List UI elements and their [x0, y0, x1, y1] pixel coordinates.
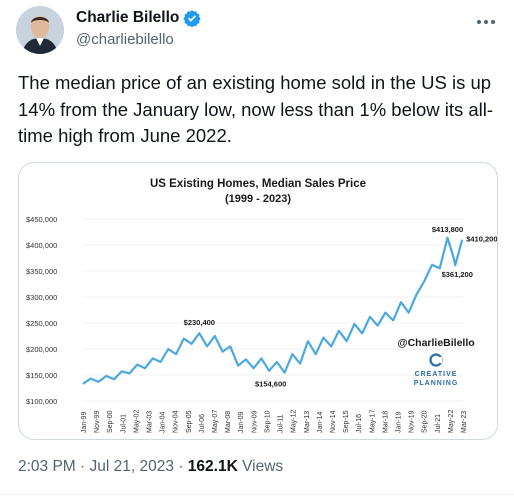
x-tick-label: May-07 — [212, 410, 219, 433]
annotation-label: $230,400 — [184, 318, 215, 327]
x-tick-label: Jul-11 — [278, 414, 285, 433]
x-tick-label: Mar-18 — [382, 411, 389, 433]
views-label: Views — [242, 458, 284, 475]
annotation-label: $413,800 — [432, 225, 463, 234]
x-tick-label: Mar-03 — [147, 411, 154, 433]
x-tick-label: Jul-06 — [199, 414, 206, 433]
x-tick-label: Jan-04 — [160, 411, 167, 433]
x-tick-label: Sep-10 — [264, 410, 271, 433]
creative-planning-logo-icon — [429, 353, 443, 367]
x-tick-label: Jul-01 — [120, 414, 127, 433]
tweet-text: The median price of an existing home sol… — [18, 72, 494, 146]
x-tick-label: Jan-99 — [81, 411, 88, 433]
y-tick-label: $150,000 — [26, 371, 57, 380]
x-tick-label: Nov-04 — [173, 410, 180, 433]
y-tick-label: $100,000 — [26, 397, 57, 406]
x-tick-label: May-17 — [369, 410, 376, 433]
chart-svg: US Existing Homes, Median Sales Price (1… — [26, 178, 497, 433]
author-display-name[interactable]: Charlie Bilello — [76, 9, 180, 26]
annotation-label: $154,600 — [255, 380, 286, 389]
x-tick-label: Jan-14 — [317, 411, 324, 433]
x-tick-label: May-12 — [291, 410, 298, 433]
x-tick-label: Nov-09 — [251, 410, 258, 433]
tweet-time[interactable]: 2:03 PM — [18, 458, 76, 475]
x-tick-label: Jul-16 — [356, 414, 363, 433]
annotation-label: $410,200 — [466, 235, 497, 244]
y-tick-label: $450,000 — [26, 215, 57, 224]
x-tick-label: Nov-99 — [94, 410, 101, 433]
y-tick-label: $400,000 — [26, 241, 57, 250]
meta-separator: · — [178, 458, 184, 475]
x-tick-label: Sep-05 — [186, 410, 193, 433]
watermark-brand-line2: PLANNING — [414, 380, 459, 387]
x-tick-label: Jan-19 — [395, 411, 402, 433]
x-tick-label: Jan-09 — [238, 411, 245, 433]
y-tick-label: $300,000 — [26, 293, 57, 302]
tweet-date[interactable]: Jul 21, 2023 — [89, 458, 174, 475]
x-tick-label: Mar-13 — [304, 411, 311, 433]
avatar[interactable] — [16, 6, 64, 54]
x-tick-label: May-02 — [133, 410, 140, 433]
divider — [0, 494, 514, 495]
x-tick-label: Nov-14 — [330, 410, 337, 433]
x-tick-label: Sep-20 — [422, 410, 429, 433]
annotation-label: $361,200 — [442, 270, 473, 279]
tweet-media-chart[interactable]: US Existing Homes, Median Sales Price (1… — [18, 162, 498, 440]
x-tick-label: Mar-23 — [461, 411, 468, 433]
author-handle[interactable]: @charliebilello — [76, 31, 174, 48]
x-tick-label: May-22 — [448, 410, 455, 433]
x-tick-label: Sep-00 — [107, 410, 114, 433]
x-tick-label: Mar-08 — [225, 411, 232, 433]
chart-title: US Existing Homes, Median Sales Price — [150, 178, 366, 190]
verified-badge-icon — [183, 10, 201, 27]
x-tick-label: Sep-15 — [343, 410, 350, 433]
y-tick-label: $250,000 — [26, 319, 57, 328]
avatar-image — [16, 6, 64, 54]
meta-separator: · — [80, 458, 86, 475]
chart-subtitle: (1999 - 2023) — [225, 193, 291, 205]
watermark-handle: @CharlieBilello — [397, 337, 474, 349]
series-line — [82, 236, 464, 385]
x-tick-label: Jul-21 — [435, 414, 442, 433]
views-count: 162.1K — [187, 458, 238, 475]
more-horizontal-icon[interactable] — [476, 9, 496, 30]
x-tick-label: Nov-19 — [409, 410, 416, 433]
watermark-brand-line1: CREATIVE — [415, 371, 458, 378]
tweet-meta: 2:03 PM · Jul 21, 2023 · 162.1K Views — [18, 458, 283, 476]
y-tick-label: $350,000 — [26, 267, 57, 276]
y-tick-label: $200,000 — [26, 345, 57, 354]
